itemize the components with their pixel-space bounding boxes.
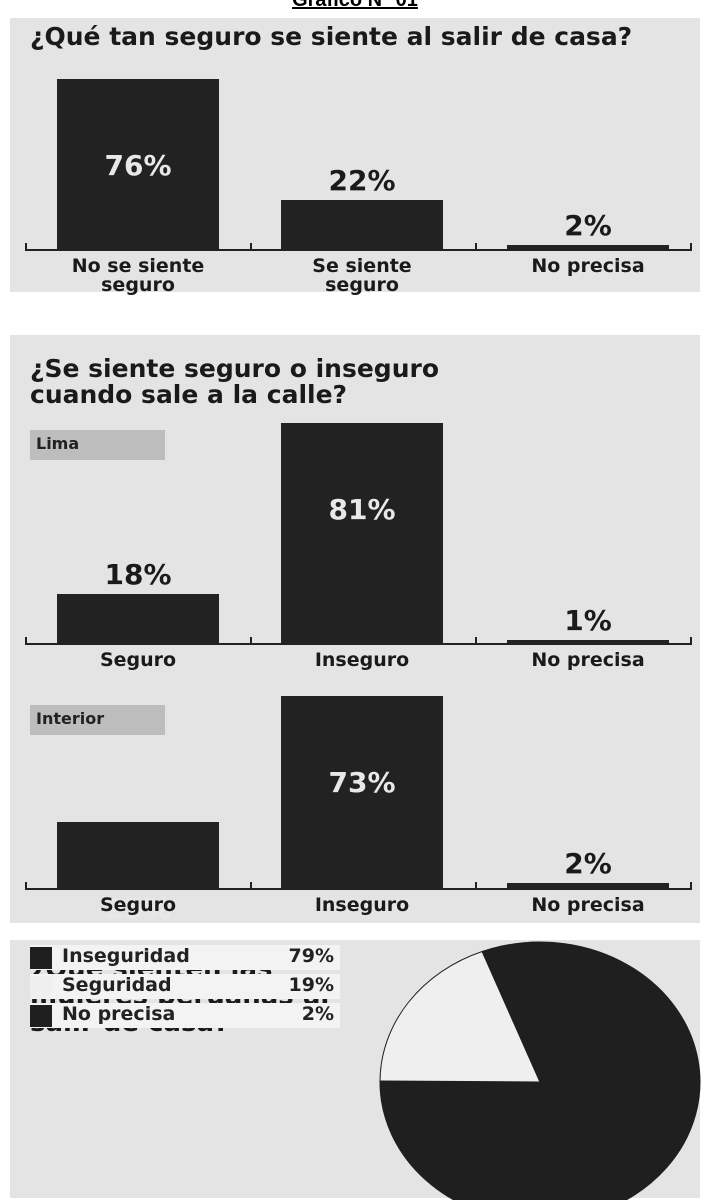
bar	[57, 822, 219, 888]
page-header: Gráfico N° 01	[292, 0, 418, 11]
x-tick-label: No precisa	[531, 894, 645, 916]
x-tick-label: Se siente seguro	[312, 255, 412, 296]
legend-row	[30, 945, 340, 970]
axis-tick	[250, 637, 252, 645]
value-label: 18%	[104, 558, 172, 592]
axis-line	[25, 249, 690, 251]
axis-line	[25, 888, 690, 890]
legend-swatch	[30, 976, 52, 998]
x-tick-label: No precisa	[531, 649, 645, 671]
axis-tick	[25, 243, 27, 251]
legend-value: 79%	[288, 945, 334, 967]
x-tick-label: No se siente seguro	[71, 255, 205, 296]
axis-tick	[25, 882, 27, 890]
legend-label: Inseguridad	[62, 945, 190, 967]
value-label: 1%	[564, 604, 612, 638]
x-tick-label: Seguro	[99, 649, 177, 671]
value-label: 81%	[328, 493, 396, 526]
pie-slice	[481, 945, 541, 1083]
axis-tick	[690, 637, 692, 645]
bar	[57, 594, 219, 643]
value-label: 73%	[328, 766, 396, 799]
x-tick-label: Seguro	[99, 894, 177, 916]
legend-swatch	[30, 1005, 52, 1027]
legend-row	[30, 974, 340, 999]
bar	[281, 199, 443, 249]
legend-value: 19%	[288, 974, 334, 996]
panel-label: Interior	[30, 705, 165, 735]
axis-tick	[250, 243, 252, 251]
chart-title: ¿Se siente seguro o inseguro cuando sale…	[30, 354, 439, 409]
axis-tick	[475, 882, 477, 890]
bar	[507, 244, 669, 249]
axis-tick	[250, 882, 252, 890]
bar	[57, 79, 219, 249]
axis-line	[25, 643, 690, 645]
panel-label: Lima	[30, 430, 165, 460]
legend-swatch	[30, 947, 52, 969]
legend-label: Seguridad	[62, 974, 172, 996]
bar	[507, 640, 669, 643]
x-tick-label: No precisa	[531, 255, 645, 277]
bar	[281, 423, 443, 643]
axis-tick	[690, 243, 692, 251]
axis-tick	[25, 637, 27, 645]
pie-slice	[379, 950, 541, 1083]
axis-tick	[475, 637, 477, 645]
value-label: 25%	[104, 892, 172, 926]
value-label: 2%	[564, 846, 612, 880]
x-tick-label: Inseguro	[314, 894, 410, 916]
pie-slice	[379, 941, 701, 1200]
legend-label: No precisa	[62, 1003, 176, 1025]
x-tick-label: Inseguro	[314, 649, 410, 671]
bar	[507, 882, 669, 888]
bar	[281, 696, 443, 888]
legend-row	[30, 1003, 340, 1028]
value-label: 2%	[564, 208, 612, 242]
chart-title: ¿Qué tan seguro se siente al salir de ca…	[30, 22, 633, 51]
legend-value: 2%	[301, 1003, 334, 1025]
axis-tick	[475, 243, 477, 251]
value-label: 76%	[104, 149, 172, 182]
axis-tick	[690, 882, 692, 890]
value-label: 22%	[328, 163, 396, 197]
